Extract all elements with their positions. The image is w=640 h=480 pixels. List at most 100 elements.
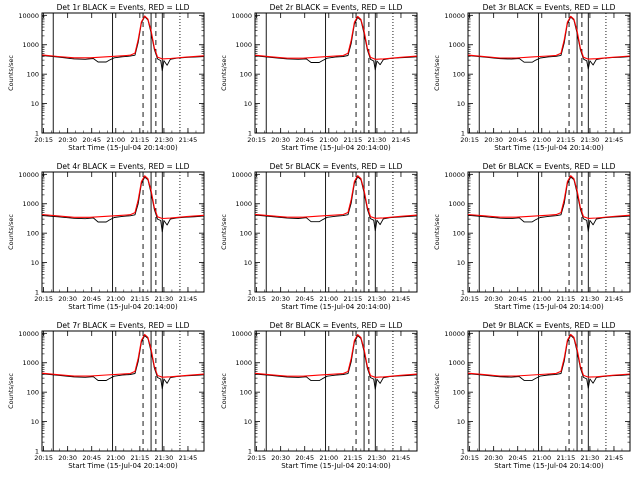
x-axis-label: Start Time (15-Jul-04 20:14:00) [68,144,178,152]
x-tick-label: 20:30 [58,454,77,462]
panel-title: Det 2r BLACK = Events, RED = LLD [270,3,403,12]
y-tick-label: 1000 [448,200,465,208]
x-tick-label: 20:30 [484,454,503,462]
y-tick-label: 10000 [231,330,252,338]
y-tick-label: 1 [35,130,39,138]
series-line-events [254,176,418,232]
y-axis-label: Counts/sec [7,373,15,409]
y-tick-label: 10 [457,100,465,108]
y-tick-label: 1000 [22,359,39,367]
y-tick-label: 100 [453,230,465,238]
y-tick-label: 100 [240,230,252,238]
plot-frame [254,12,418,134]
x-tick-label: 21:30 [581,136,600,144]
x-tick-label: 21:00 [319,136,338,144]
x-axis-label: Start Time (15-Jul-04 20:14:00) [281,303,391,311]
x-axis-label: Start Time (15-Jul-04 20:14:00) [68,303,178,311]
y-tick-label: 1000 [448,359,465,367]
panel-title: Det 5r BLACK = Events, RED = LLD [270,162,403,171]
x-tick-label: 21:00 [106,136,125,144]
series-line-lld [467,175,631,219]
series-line-lld [254,175,418,219]
y-tick-label: 10 [31,100,39,108]
y-tick-label: 10 [457,418,465,426]
x-tick-label: 20:45 [82,136,101,144]
x-tick-label: 21:45 [392,295,411,303]
y-tick-label: 10 [31,418,39,426]
series-line-lld [467,15,631,60]
x-tick-label: 21:00 [319,454,338,462]
y-axis-label: Counts/sec [433,373,441,409]
panel-det-2r: Det 2r BLACK = Events, RED = LLD 1 10 100 10… [220,3,418,152]
y-axis-label: Counts/sec [433,214,441,250]
x-tick-label: 21:00 [532,136,551,144]
series-line-events [254,335,418,390]
x-tick-label: 21:15 [130,295,149,303]
plot-frame [254,171,418,293]
y-tick-label: 1000 [22,41,39,49]
plot-frame [41,171,205,293]
series-line-events [467,176,631,232]
panel-title: Det 4r BLACK = Events, RED = LLD [57,162,190,171]
y-tick-label: 10000 [18,171,39,179]
series-line-events [41,335,205,390]
x-tick-label: 21:45 [179,136,198,144]
x-tick-label: 21:45 [605,454,624,462]
panel-title: Det 8r BLACK = Events, RED = LLD [270,321,403,330]
y-tick-label: 1 [35,289,39,297]
y-tick-label: 10000 [231,171,252,179]
y-tick-label: 1 [248,289,252,297]
x-tick-label: 20:15 [460,295,479,303]
plot-frame [41,330,205,452]
panel-det-3r: Det 3r BLACK = Events, RED = LLD 1 10 100 10… [433,3,631,152]
x-tick-label: 21:45 [605,295,624,303]
x-tick-label: 21:45 [605,136,624,144]
y-tick-label: 1 [35,448,39,456]
panel-title: Det 9r BLACK = Events, RED = LLD [483,321,616,330]
y-tick-label: 1 [461,130,465,138]
y-tick-label: 10000 [444,171,465,179]
y-tick-label: 1000 [235,359,252,367]
x-tick-label: 20:45 [295,454,314,462]
x-tick-label: 20:45 [82,454,101,462]
x-tick-label: 20:45 [295,136,314,144]
y-tick-label: 100 [27,389,39,397]
panel-title: Det 3r BLACK = Events, RED = LLD [483,3,616,12]
y-tick-label: 10000 [18,330,39,338]
plot-frame [41,12,205,134]
x-tick-label: 20:15 [34,295,53,303]
x-tick-label: 20:15 [460,454,479,462]
y-tick-label: 10000 [231,12,252,20]
x-tick-label: 21:15 [130,454,149,462]
y-axis-label: Counts/sec [433,55,441,91]
x-tick-label: 21:15 [556,454,575,462]
x-tick-label: 20:45 [508,136,527,144]
panel-title: Det 6r BLACK = Events, RED = LLD [483,162,616,171]
x-axis-label: Start Time (15-Jul-04 20:14:00) [494,144,604,152]
x-tick-label: 20:15 [247,295,266,303]
y-tick-label: 100 [240,71,252,79]
x-tick-label: 21:00 [532,295,551,303]
x-tick-label: 21:00 [106,295,125,303]
series-line-lld [467,333,631,378]
x-tick-label: 21:30 [581,295,600,303]
series-line-lld [41,175,205,220]
x-tick-label: 21:30 [155,454,174,462]
y-axis-label: Counts/sec [220,55,228,91]
x-tick-label: 21:45 [392,454,411,462]
x-tick-label: 21:30 [155,136,174,144]
x-tick-label: 21:30 [368,136,387,144]
x-axis-label: Start Time (15-Jul-04 20:14:00) [281,144,391,152]
x-tick-label: 20:15 [247,136,266,144]
panel-det-6r: Det 6r BLACK = Events, RED = LLD 1 10 100 10… [433,162,631,311]
x-tick-label: 20:30 [484,136,503,144]
plot-frame [254,330,418,452]
x-tick-label: 20:45 [82,295,101,303]
y-tick-label: 10000 [444,330,465,338]
x-axis-label: Start Time (15-Jul-04 20:14:00) [494,303,604,311]
x-tick-label: 21:15 [556,295,575,303]
x-tick-label: 20:30 [484,295,503,303]
x-tick-label: 20:30 [271,136,290,144]
y-tick-label: 1000 [235,200,252,208]
